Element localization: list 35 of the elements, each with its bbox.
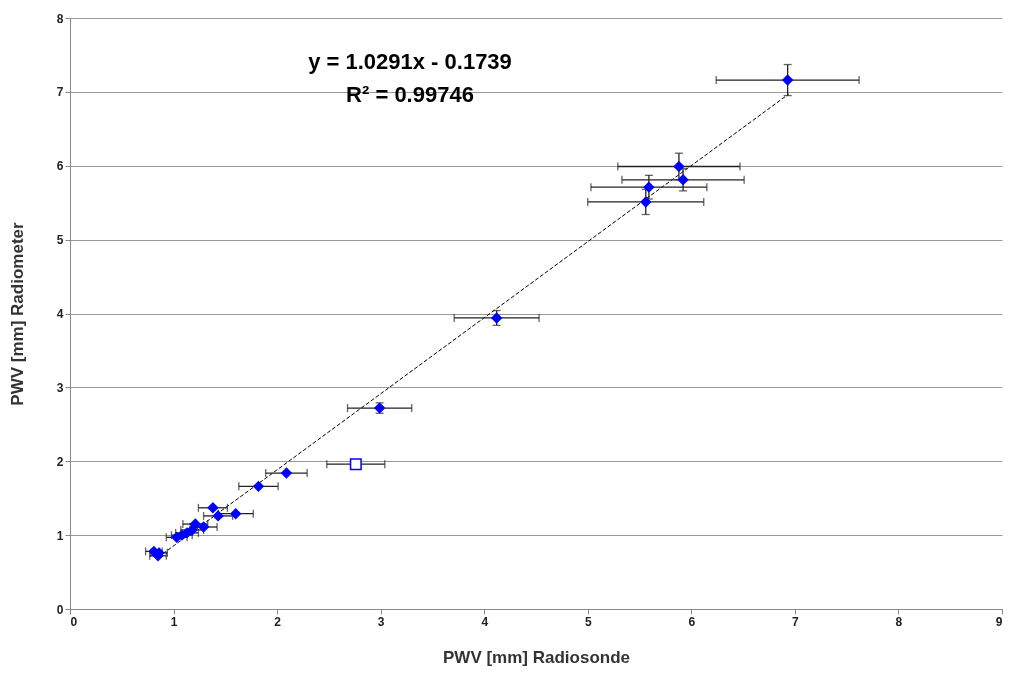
x-tick-label: 1 <box>170 614 178 629</box>
y-tick-label: 4 <box>56 307 64 321</box>
point <box>229 508 242 520</box>
point <box>197 521 210 533</box>
y-tick-label: 7 <box>56 85 64 100</box>
x-tick-label: 8 <box>895 614 903 629</box>
y-tick-label: 3 <box>56 380 64 395</box>
point <box>280 467 293 479</box>
point <box>640 196 652 208</box>
y-axis-title: PWV [mm] Radiometer <box>7 221 27 406</box>
y-tick-label: 1 <box>56 528 64 543</box>
x-tick-label: 2 <box>274 614 282 629</box>
x-tick-label: 3 <box>377 614 385 629</box>
annotation: y = 1.0291x - 0.1739 <box>308 49 512 74</box>
y-tick-label: 6 <box>56 159 64 174</box>
y-tick-label: 2 <box>56 454 64 469</box>
point <box>643 181 655 193</box>
point <box>212 510 224 522</box>
x-tick-label: 4 <box>481 614 489 629</box>
x-tick-label: 7 <box>792 614 800 629</box>
point <box>781 74 794 86</box>
y-tick-label: 0 <box>56 602 64 617</box>
x-tick-label: 0 <box>70 614 78 629</box>
point <box>673 160 685 173</box>
x-tick-label: 6 <box>688 614 696 629</box>
x-tick-label: 5 <box>584 614 592 629</box>
y-tick-label: 8 <box>56 11 64 26</box>
point <box>349 458 362 471</box>
x-axis-title: PWV [mm] Radiosonde <box>442 647 631 667</box>
point <box>252 480 265 493</box>
point <box>677 174 689 186</box>
x-tick-label: 9 <box>995 614 1003 629</box>
annotation: R² = 0.99746 <box>346 82 474 107</box>
point <box>207 502 219 514</box>
y-tick-label: 5 <box>56 233 64 248</box>
